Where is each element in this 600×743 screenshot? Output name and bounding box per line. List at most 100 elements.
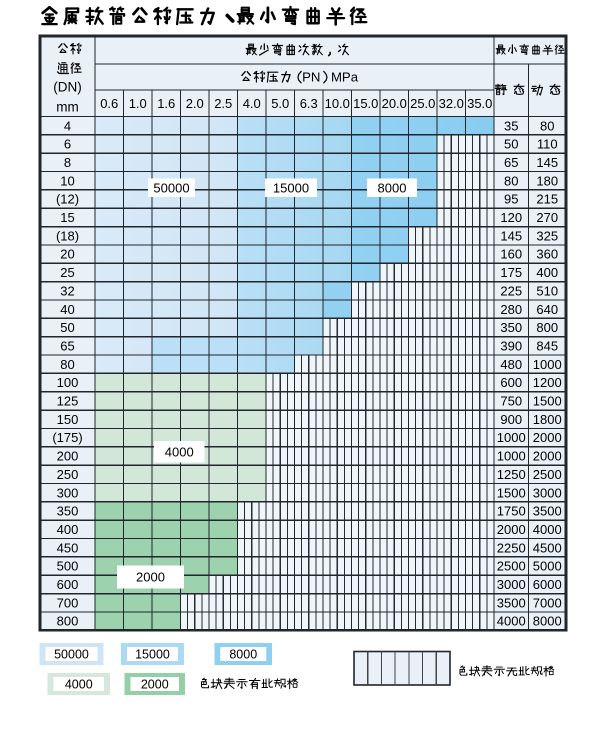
svg-text:700: 700 <box>57 595 79 610</box>
svg-text:40: 40 <box>60 302 74 317</box>
svg-text:120: 120 <box>500 210 522 225</box>
svg-text:150: 150 <box>57 412 79 427</box>
svg-text:600: 600 <box>500 375 522 390</box>
svg-text:80: 80 <box>504 173 518 188</box>
svg-text:250: 250 <box>57 467 79 482</box>
svg-text:15.0: 15.0 <box>353 96 378 111</box>
svg-text:750: 750 <box>500 394 522 409</box>
svg-text:8: 8 <box>64 155 71 170</box>
svg-text:mm: mm <box>56 100 79 115</box>
svg-text:125: 125 <box>57 394 79 409</box>
svg-text:2.0: 2.0 <box>186 96 204 111</box>
svg-text:1200: 1200 <box>533 375 562 390</box>
svg-text:360: 360 <box>536 247 558 262</box>
svg-text:800: 800 <box>536 320 558 335</box>
svg-text:145: 145 <box>500 228 522 243</box>
svg-text:35: 35 <box>504 118 518 133</box>
svg-text:4: 4 <box>64 118 71 133</box>
svg-text:4.0: 4.0 <box>243 96 261 111</box>
svg-text:1750: 1750 <box>497 504 526 519</box>
svg-text:3500: 3500 <box>497 595 526 610</box>
svg-text:110: 110 <box>537 137 558 152</box>
svg-text:1500: 1500 <box>533 394 562 409</box>
svg-text:2000: 2000 <box>497 522 526 537</box>
svg-text:1000: 1000 <box>533 357 562 372</box>
svg-text:6: 6 <box>64 137 71 152</box>
svg-text:640: 640 <box>536 302 558 317</box>
svg-text:8000: 8000 <box>533 614 562 629</box>
svg-text:4000: 4000 <box>165 444 194 459</box>
svg-text:2500: 2500 <box>497 559 526 574</box>
svg-text:2000: 2000 <box>136 570 165 585</box>
svg-text:50: 50 <box>60 320 74 335</box>
svg-text:480: 480 <box>500 357 522 372</box>
svg-text:50000: 50000 <box>54 647 89 661</box>
svg-text:2500: 2500 <box>533 467 562 482</box>
svg-text:PN: PN <box>302 70 320 85</box>
svg-text:1.6: 1.6 <box>157 96 175 111</box>
svg-text:20: 20 <box>60 247 74 262</box>
svg-text:400: 400 <box>57 522 79 537</box>
svg-text:80: 80 <box>540 118 554 133</box>
svg-text:20.0: 20.0 <box>382 96 407 111</box>
svg-text:50000: 50000 <box>153 180 189 195</box>
svg-text:(175): (175) <box>52 430 82 445</box>
svg-text:215: 215 <box>536 192 558 207</box>
svg-text:180: 180 <box>536 173 558 188</box>
svg-text:1000: 1000 <box>497 449 526 464</box>
svg-text:5000: 5000 <box>533 559 562 574</box>
svg-text:1250: 1250 <box>497 467 526 482</box>
svg-text:8000: 8000 <box>378 180 407 195</box>
svg-text:65: 65 <box>60 338 74 353</box>
svg-text:3500: 3500 <box>533 504 562 519</box>
svg-text:400: 400 <box>536 265 558 280</box>
svg-text:500: 500 <box>57 559 79 574</box>
svg-text:160: 160 <box>500 247 522 262</box>
svg-text:900: 900 <box>500 412 522 427</box>
svg-text:4000: 4000 <box>497 614 526 629</box>
svg-text:2000: 2000 <box>141 677 169 691</box>
svg-text:450: 450 <box>57 540 79 555</box>
svg-text:225: 225 <box>500 283 522 298</box>
svg-text:2000: 2000 <box>533 430 562 445</box>
svg-text:25: 25 <box>60 265 74 280</box>
svg-text:4000: 4000 <box>65 677 93 691</box>
svg-text:32.0: 32.0 <box>439 96 464 111</box>
svg-text:350: 350 <box>57 504 79 519</box>
svg-text:100: 100 <box>57 375 79 390</box>
svg-text:0.6: 0.6 <box>100 96 118 111</box>
svg-text:MPa: MPa <box>331 70 359 85</box>
svg-text:(18): (18) <box>56 228 79 243</box>
svg-text:510: 510 <box>536 283 558 298</box>
svg-text:(DN): (DN) <box>53 80 82 95</box>
svg-text:1000: 1000 <box>497 430 526 445</box>
svg-text:845: 845 <box>536 338 558 353</box>
svg-text:1.0: 1.0 <box>129 96 147 111</box>
svg-text:35.0: 35.0 <box>467 96 492 111</box>
svg-text:25.0: 25.0 <box>410 96 435 111</box>
svg-text:175: 175 <box>500 265 522 280</box>
svg-text:8000: 8000 <box>229 647 257 661</box>
svg-text:10: 10 <box>60 173 74 188</box>
svg-text:350: 350 <box>500 320 522 335</box>
svg-text:1500: 1500 <box>497 485 526 500</box>
svg-text:95: 95 <box>504 192 518 207</box>
svg-text:5.0: 5.0 <box>271 96 289 111</box>
svg-text:32: 32 <box>60 283 74 298</box>
svg-text:390: 390 <box>500 338 522 353</box>
svg-text:2000: 2000 <box>533 449 562 464</box>
svg-text:15000: 15000 <box>135 647 170 661</box>
svg-text:(12): (12) <box>56 192 79 207</box>
svg-text:800: 800 <box>57 614 79 629</box>
svg-text:300: 300 <box>57 485 79 500</box>
svg-text:10.0: 10.0 <box>325 96 350 111</box>
svg-text:325: 325 <box>536 228 558 243</box>
svg-text:600: 600 <box>57 577 79 592</box>
svg-text:15: 15 <box>60 210 74 225</box>
svg-text:6.3: 6.3 <box>300 96 318 111</box>
svg-text:3000: 3000 <box>533 485 562 500</box>
svg-text:2.5: 2.5 <box>214 96 232 111</box>
svg-text:3000: 3000 <box>497 577 526 592</box>
svg-text:2250: 2250 <box>497 540 526 555</box>
svg-text:15000: 15000 <box>273 180 309 195</box>
